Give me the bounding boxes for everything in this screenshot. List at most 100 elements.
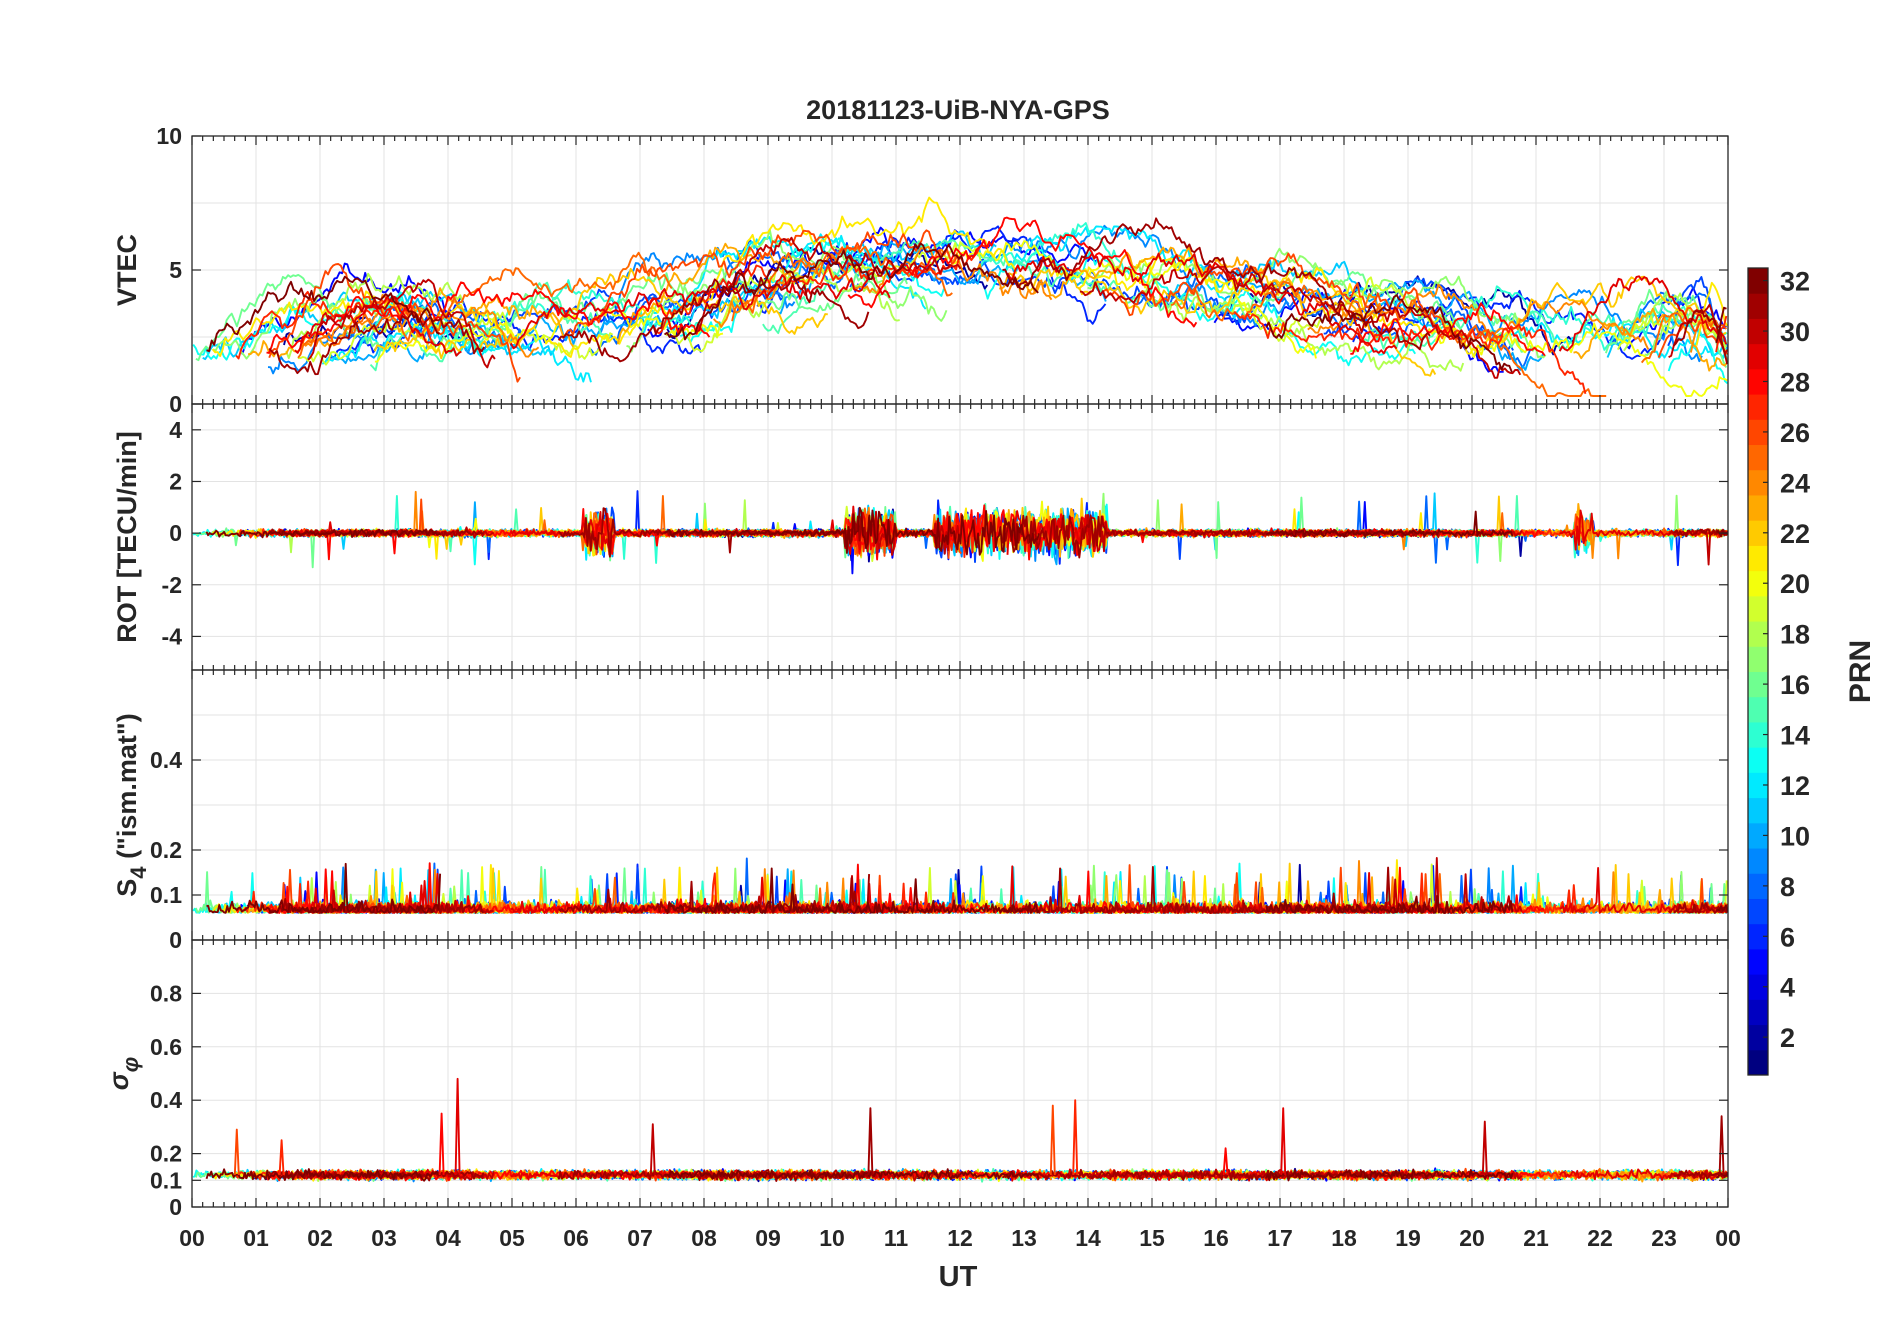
colorbar-segment <box>1748 469 1768 496</box>
phase-spike <box>454 1077 461 1175</box>
series-prn-30 <box>307 278 496 369</box>
colorbar-frame <box>1747 267 1769 1076</box>
y-tick-label: 0.2 <box>150 837 182 863</box>
phase-spike <box>1481 1120 1488 1175</box>
chart-title: 20181123-UiB-NYA-GPS <box>806 95 1110 125</box>
series-prn-27 <box>1233 311 1587 395</box>
series-prn-17 <box>625 502 948 554</box>
colorbar-tick-label: 16 <box>1780 670 1810 700</box>
x-tick-label: 15 <box>1139 1225 1165 1251</box>
y-tick-label: 0.1 <box>150 882 182 908</box>
x-tick-label: 10 <box>819 1225 845 1251</box>
y-axis-label: σφ <box>104 1057 143 1090</box>
colorbar-segment <box>1748 898 1768 925</box>
series-prn-31 <box>1001 866 1431 914</box>
colorbar-segment <box>1748 494 1768 521</box>
phase-spike <box>233 1128 240 1176</box>
panel-3: 0 0.1 0.2 0.4S4 ("ism.mat") <box>112 669 1729 953</box>
x-tick-label: 12 <box>947 1225 973 1251</box>
series-prn-30 <box>696 236 962 333</box>
colorbar-tick-label: 10 <box>1780 821 1810 851</box>
colorbar-segment <box>1748 646 1768 672</box>
series-prn-27 <box>653 244 990 335</box>
colorbar-tick-label: 24 <box>1780 468 1810 498</box>
x-tick-label: 16 <box>1203 1225 1229 1251</box>
series-prn-29 <box>1558 275 1728 352</box>
series-prn-15 <box>762 239 1143 335</box>
y-tick-label: 0 <box>169 520 182 546</box>
colorbar-segment <box>1748 444 1768 471</box>
phase-spike <box>1049 1104 1056 1175</box>
series-prn-32 <box>1265 1168 1514 1182</box>
colorbar-tick-label: 14 <box>1780 721 1810 751</box>
colorbar-segment <box>1748 873 1768 899</box>
colorbar-segment <box>1748 318 1768 345</box>
series-prn-32 <box>663 1168 1040 1181</box>
series-prn-27 <box>1715 315 1728 353</box>
y-tick-label: 10 <box>156 123 182 149</box>
series-prn-29 <box>1006 252 1398 355</box>
series-prn-31 <box>1673 902 1728 914</box>
x-tick-label: 18 <box>1331 1225 1357 1251</box>
y-tick-label: 0.8 <box>150 980 182 1006</box>
x-tick-label: 23 <box>1651 1225 1677 1251</box>
x-tick-label: 01 <box>243 1225 269 1251</box>
x-tick-marks <box>191 940 1729 1207</box>
series-prn-21 <box>544 196 1018 358</box>
x-tick-label: 13 <box>1011 1225 1037 1251</box>
colorbar-tick-label: 12 <box>1780 771 1810 801</box>
y-tick-label: 0.6 <box>150 1034 182 1060</box>
x-tick-label: 14 <box>1075 1225 1101 1251</box>
series-prn-32 <box>1265 510 1514 538</box>
y-tick-label: -4 <box>162 623 183 649</box>
series-prn-25 <box>1640 307 1727 364</box>
series-prn-16 <box>1147 496 1525 560</box>
y-axis-label: S4 ("ism.mat") <box>112 713 151 896</box>
series-prn-32 <box>663 506 1040 556</box>
y-tick-label: 0 <box>169 927 182 953</box>
phase-spike <box>867 1107 874 1175</box>
colorbar-segment <box>1748 923 1768 950</box>
series-prn-20 <box>952 240 1317 359</box>
colorbar-segment <box>1748 747 1768 773</box>
phase-spike <box>1280 1107 1287 1175</box>
colorbar-tick-label: 32 <box>1780 267 1810 297</box>
series-prn-32 <box>205 1168 441 1182</box>
series-prn-23 <box>1573 307 1728 372</box>
colorbar-segment <box>1748 848 1768 874</box>
y-tick-label: 0.2 <box>150 1141 182 1167</box>
series-prn-15 <box>1355 303 1728 351</box>
series-group <box>192 1077 1728 1183</box>
grid-lines <box>192 940 1728 1207</box>
colorbar-segment <box>1748 772 1768 799</box>
panel-4: 00.10.2 0.4 0.6 0.8 σφ <box>104 939 1729 1220</box>
x-tick-label: 06 <box>563 1225 589 1251</box>
x-tick-marks <box>191 404 1729 670</box>
x-tick-label: 11 <box>884 1225 909 1251</box>
y-axis-label: ROT [TECU/min] <box>112 431 142 642</box>
series-prn-23 <box>1572 502 1728 546</box>
series-prn-31 <box>557 275 870 363</box>
y-tick-label: 0 <box>169 391 182 417</box>
colorbar-segment <box>1748 999 1768 1026</box>
series-prn-9 <box>1478 289 1703 363</box>
x-tick-label: 04 <box>435 1225 461 1251</box>
colorbar-tick-label: 8 <box>1780 872 1795 902</box>
colorbar-segment <box>1748 520 1768 546</box>
series-prn-11 <box>1606 308 1728 363</box>
x-tick-label: 00 <box>1715 1225 1741 1251</box>
series-prn-28 <box>1350 302 1546 357</box>
series-prn-25 <box>1170 280 1607 397</box>
series-prn-11 <box>649 230 997 331</box>
x-tick-label: 02 <box>307 1225 333 1251</box>
colorbar-segment <box>1748 721 1768 748</box>
colorbar-segment <box>1748 1049 1768 1076</box>
phase-spike <box>1222 1147 1229 1176</box>
series-prn-32 <box>1716 904 1728 912</box>
colorbar-segment <box>1748 545 1768 572</box>
x-tick-label: 09 <box>755 1225 781 1251</box>
series-group <box>192 196 1728 397</box>
colorbar-segment <box>1748 268 1768 294</box>
